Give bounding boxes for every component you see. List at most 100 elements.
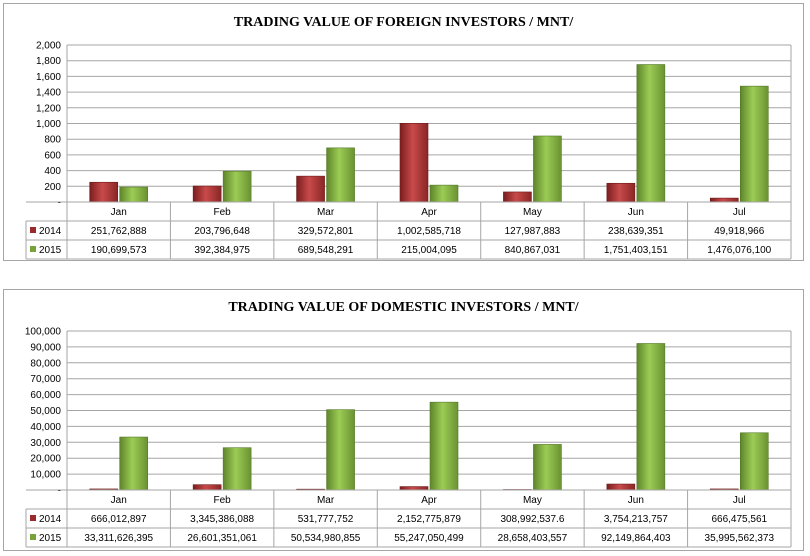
y-tick-label: - <box>58 486 61 497</box>
bar-2014-jan <box>89 181 119 203</box>
bar-2015-mar <box>326 409 355 491</box>
data-label: 26,601,351,061 <box>187 533 257 544</box>
data-label: 1,751,403,151 <box>604 245 668 256</box>
y-tick-label: 400 <box>44 166 61 177</box>
data-label: 3,345,386,088 <box>190 514 254 525</box>
data-label: 238,639,351 <box>608 226 664 237</box>
data-label: 1,476,076,100 <box>707 245 771 256</box>
data-label: 35,995,562,373 <box>705 533 775 544</box>
data-label: 251,762,888 <box>91 226 147 237</box>
bar-2014-may <box>503 191 532 203</box>
bar-2014-feb <box>192 484 222 491</box>
y-tick-label: 200 <box>44 182 61 193</box>
data-label: 28,658,403,557 <box>498 533 568 544</box>
x-tick-label: Jun <box>628 495 644 506</box>
data-label: 190,699,573 <box>91 245 147 256</box>
bar-2015-may <box>533 444 562 491</box>
data-label: 203,796,648 <box>194 226 250 237</box>
bar-2014-mar <box>296 175 325 203</box>
y-tick-label: 90,000 <box>30 342 61 353</box>
data-label: 33,311,626,395 <box>84 533 153 544</box>
y-tick-label: 60,000 <box>30 390 61 401</box>
x-tick-label: Apr <box>421 207 437 218</box>
chart-title: TRADING VALUE OF DOMESTIC INVESTORS / MN… <box>228 300 579 315</box>
data-label: 329,572,801 <box>298 226 354 237</box>
y-tick-label: - <box>58 198 61 209</box>
data-label: 666,475,561 <box>711 514 767 525</box>
y-tick-label: 70,000 <box>30 374 61 385</box>
x-tick-label: Jul <box>733 495 746 506</box>
x-tick-label: Jan <box>111 495 127 506</box>
y-tick-label: 10,000 <box>30 470 61 481</box>
foreign-investors-chart: - 200 400 600 800 1,000 1,200 1,400 1,600 1,800 2,… <box>25 41 792 260</box>
x-tick-label: May <box>523 207 542 218</box>
bar-2014-apr <box>399 122 429 203</box>
bar-2015-jun <box>636 343 666 491</box>
domestic-investors-chart-panel: TRADING VALUE OF DOMESTIC INVESTORS / MN… <box>3 289 804 551</box>
data-label: 49,918,966 <box>714 226 764 237</box>
x-tick-label: Mar <box>317 207 335 218</box>
x-tick-label: Mar <box>317 495 335 506</box>
bar-2015-feb <box>222 170 252 203</box>
legend-swatch-2015 <box>30 246 36 252</box>
y-tick-label: 1,200 <box>36 103 61 114</box>
legend-label: 2014 <box>39 514 62 525</box>
bar-2015-apr <box>429 401 459 491</box>
bar-2015-feb <box>222 447 252 491</box>
x-tick-label: Jun <box>628 207 644 218</box>
y-tick-label: 100,000 <box>25 327 62 338</box>
x-tick-label: Jul <box>733 207 746 218</box>
bar-2014-feb <box>192 185 222 203</box>
data-label: 215,004,095 <box>401 245 457 256</box>
data-label: 50,534,980,855 <box>291 533 361 544</box>
legend-swatch-2014 <box>30 227 36 233</box>
x-tick-label: Jan <box>111 207 127 218</box>
y-tick-label: 1,000 <box>36 119 61 130</box>
y-tick-label: 1,600 <box>36 72 61 83</box>
bar-2015-mar <box>326 147 355 203</box>
y-tick-label: 50,000 <box>30 406 61 417</box>
legend-swatch-2014 <box>30 515 36 521</box>
chart-title: TRADING VALUE OF FOREIGN INVESTORS / MNT… <box>233 15 574 30</box>
y-tick-label: 2,000 <box>36 41 61 52</box>
bar-2014-jun <box>606 182 636 203</box>
bar-2014-jul <box>709 197 739 203</box>
foreign-investors-chart-panel: TRADING VALUE OF FOREIGN INVESTORS / MNT… <box>3 3 804 261</box>
y-tick-label: 40,000 <box>30 422 61 433</box>
bar-2014-jun <box>606 483 636 491</box>
bar-2015-jan <box>119 436 149 491</box>
legend-label: 2015 <box>39 533 62 544</box>
x-tick-label: May <box>523 495 542 506</box>
data-label: 92,149,864,403 <box>601 533 671 544</box>
data-label: 2,152,775,879 <box>397 514 461 525</box>
x-tick-label: Feb <box>214 207 232 218</box>
bar-2015-jul <box>739 85 769 203</box>
legend-label: 2014 <box>39 226 62 237</box>
data-label: 689,548,291 <box>298 245 354 256</box>
data-label: 1,002,585,718 <box>397 226 461 237</box>
data-label: 840,867,031 <box>505 245 561 256</box>
domestic-investors-chart: - 10,000 20,000 30,000 40,000 50,000 60,000 70,… <box>25 327 792 548</box>
bar-2015-jan <box>119 186 149 203</box>
bar-2015-may <box>533 135 562 203</box>
y-tick-label: 600 <box>44 150 61 161</box>
bar-2015-apr <box>429 184 459 203</box>
y-tick-label: 800 <box>44 135 61 146</box>
x-tick-label: Feb <box>214 495 232 506</box>
legend-swatch-2015 <box>30 534 36 540</box>
data-label: 3,754,213,757 <box>604 514 668 525</box>
legend-label: 2015 <box>39 245 62 256</box>
bar-2015-jun <box>636 64 666 203</box>
y-tick-label: 30,000 <box>30 438 61 449</box>
x-tick-label: Apr <box>421 495 437 506</box>
bar-2015-jul <box>739 432 769 491</box>
data-label: 55,247,050,499 <box>394 533 464 544</box>
y-tick-label: 1,400 <box>36 88 61 99</box>
data-label: 666,012,897 <box>91 514 147 525</box>
data-label: 531,777,752 <box>298 514 354 525</box>
y-tick-label: 1,800 <box>36 56 61 67</box>
data-label: 392,384,975 <box>194 245 250 256</box>
data-label: 127,987,883 <box>505 226 561 237</box>
y-tick-label: 20,000 <box>30 454 61 465</box>
bar-2014-apr <box>399 486 429 491</box>
